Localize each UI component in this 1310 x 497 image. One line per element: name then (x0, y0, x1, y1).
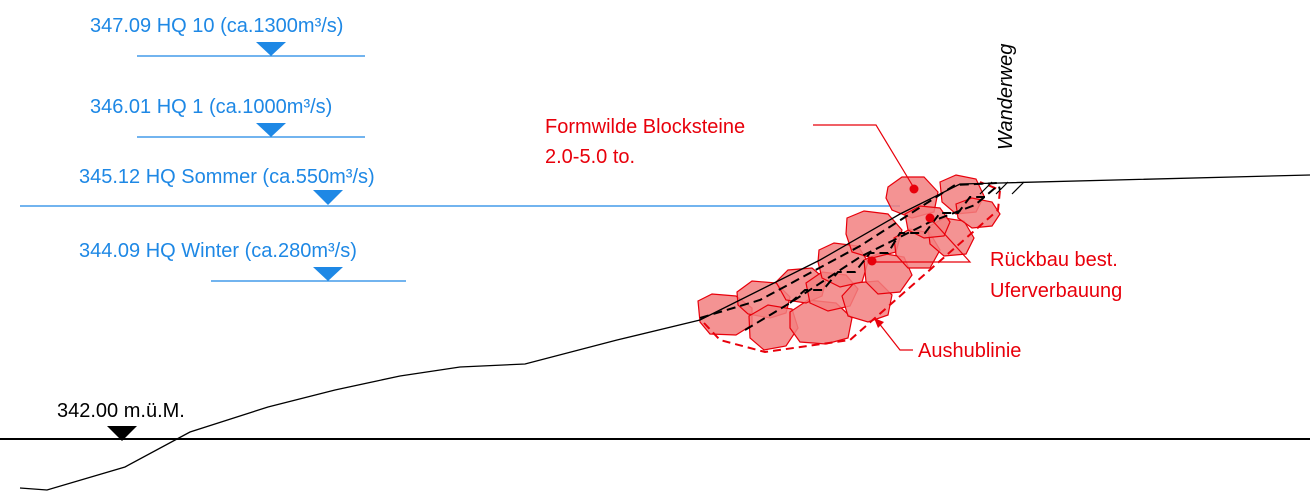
existing-bank-protection-steps (789, 196, 985, 304)
water-level-hq1-marker-icon (256, 123, 286, 137)
path-marker-icon (979, 181, 1025, 195)
annotation-removal-line1: Rückbau best. (990, 249, 1118, 271)
rock-block (955, 197, 1001, 229)
water-level-hq-sommer: 345.12 HQ Sommer (ca.550m³/s) (20, 166, 900, 207)
annotation-removal-dot-icon-2 (867, 256, 877, 266)
annotation-blocks-line1: Formwilde Blocksteine (545, 116, 745, 138)
annotation-removal-dot-icon-1 (925, 213, 935, 223)
water-level-hq10: 347.09 HQ 10 (ca.1300m³/s) (90, 15, 365, 57)
annotation-removal: Rückbau best. Uferverbauung (867, 213, 1122, 302)
annotation-excavation: Aushublinie (874, 318, 1021, 362)
existing-bank-protection-inner (744, 187, 996, 331)
water-level-hq-sommer-marker-icon (313, 190, 343, 205)
reference-level: 342.00 m.ü.M. (0, 400, 1310, 441)
water-level-hq-winter-marker-icon (313, 267, 343, 281)
annotation-removal-leader (872, 217, 972, 263)
reference-level-label: 342.00 m.ü.M. (57, 400, 185, 422)
water-level-hq-winter: 344.09 HQ Winter (ca.280m³/s) (79, 240, 406, 282)
rock-block (748, 304, 799, 351)
reference-level-marker-icon (107, 426, 137, 441)
water-level-hq10-marker-icon (256, 42, 286, 56)
annotation-excavation-leader (877, 321, 913, 351)
annotation-excavation-label: Aushublinie (918, 340, 1021, 362)
rock-block (904, 205, 951, 239)
water-level-hq-winter-label: 344.09 HQ Winter (ca.280m³/s) (79, 240, 357, 262)
existing-bank-protection (699, 181, 1001, 331)
water-level-hq10-label: 347.09 HQ 10 (ca.1300m³/s) (90, 15, 343, 37)
rock-blocks (697, 174, 1001, 351)
water-level-hq1: 346.01 HQ 1 (ca.1000m³/s) (90, 96, 365, 138)
annotation-blocks-line2: 2.0-5.0 to. (545, 146, 635, 168)
annotation-excavation-arrow-icon (874, 318, 884, 328)
existing-bank-protection-outer (699, 181, 1001, 319)
annotation-blocks-dot-icon (909, 184, 919, 194)
annotation-path-label: Wanderweg (995, 44, 1017, 150)
terrain-line (19, 174, 1310, 491)
annotation-blocks-leader (813, 124, 915, 189)
water-level-hq1-label: 346.01 HQ 1 (ca.1000m³/s) (90, 96, 332, 118)
annotation-removal-line2: Uferverbauung (990, 280, 1122, 302)
water-level-hq-sommer-label: 345.12 HQ Sommer (ca.550m³/s) (79, 166, 375, 188)
annotation-blocks: Formwilde Blocksteine 2.0-5.0 to. (545, 116, 919, 194)
